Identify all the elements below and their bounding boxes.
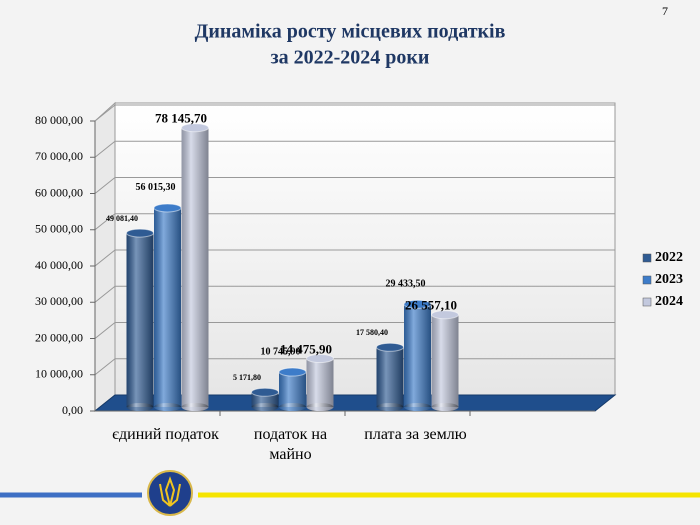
- bar-shade-base: [154, 403, 181, 411]
- bar-shade: [126, 233, 154, 407]
- bar-top: [431, 310, 459, 320]
- bar-shade-base: [251, 403, 279, 411]
- grid-line-side: [94, 322, 116, 339]
- legend-swatch: [642, 275, 652, 285]
- bar-top: [251, 387, 279, 397]
- bar-shade-base: [181, 403, 209, 411]
- legend-swatch: [642, 253, 652, 263]
- bar-shade-base: [431, 403, 459, 411]
- bar-shade: [181, 127, 209, 408]
- y-tick-label: 60 000,00: [35, 185, 83, 199]
- page-number: 7: [662, 4, 668, 18]
- legend-label: 2024: [655, 294, 683, 309]
- x-tick-label: податок на майно: [253, 426, 328, 463]
- y-tick-label: 20 000,00: [35, 330, 83, 344]
- grid-line-side: [94, 140, 116, 158]
- bar-top: [306, 354, 334, 364]
- data-label: 10 745,90: [261, 346, 301, 357]
- data-label: 49 081,40: [106, 214, 138, 223]
- bar-shade-base: [376, 403, 404, 411]
- x-tick-label: єдиний податок: [112, 426, 219, 443]
- legend-swatch: [642, 297, 652, 307]
- bar-top: [403, 299, 432, 309]
- y-tick-label: 30 000,00: [35, 294, 83, 308]
- data-label: 5 171,80: [233, 373, 261, 382]
- y-tick-label: 40 000,00: [35, 258, 83, 272]
- legend-label: 2022: [655, 250, 683, 265]
- grid-line-side: [94, 104, 116, 122]
- data-label: 14 475,90: [280, 342, 332, 357]
- data-label: 78 145,70: [155, 111, 207, 126]
- bar-top: [278, 367, 307, 377]
- y-tick-label: 80 000,00: [35, 113, 83, 127]
- bar-top: [376, 342, 404, 352]
- bar-shade: [431, 314, 459, 407]
- emblem-trident: [159, 476, 181, 507]
- y-tick-label: 50 000,00: [35, 222, 83, 236]
- data-label: 17 580,40: [356, 328, 388, 337]
- y-tick-label: 0,00: [62, 403, 83, 417]
- bar-shade-base: [306, 403, 334, 411]
- grid-line-side: [94, 177, 116, 194]
- bar-shade-base: [279, 403, 306, 411]
- data-label: 29 433,50: [386, 279, 426, 290]
- bar-shade: [154, 207, 181, 407]
- bar-shade: [306, 358, 334, 407]
- bar-shade: [404, 304, 431, 407]
- chart-title: Динаміка росту місцевих податків: [195, 21, 506, 43]
- chart-subtitle: за 2022-2024 роки: [271, 47, 430, 69]
- x-tick-label: плата за землю: [364, 426, 467, 443]
- bar-shade-base: [404, 403, 431, 411]
- y-tick-label: 10 000,00: [35, 367, 83, 381]
- grid-line-side: [94, 213, 116, 231]
- bar-top: [153, 203, 182, 213]
- emblem: [147, 470, 193, 516]
- bar-top: [126, 228, 154, 238]
- grid-line-side: [94, 285, 116, 303]
- bar-top: [181, 123, 209, 133]
- bar-shade: [376, 347, 404, 407]
- legend-label: 2023: [655, 272, 683, 287]
- bar-shade: [279, 372, 306, 407]
- bar-shade-base: [126, 403, 154, 411]
- y-tick-label: 70 000,00: [35, 149, 83, 163]
- grid-line-side: [94, 358, 116, 376]
- data-label: 56 015,30: [136, 182, 176, 193]
- data-label: 26 557,10: [405, 298, 457, 313]
- grid-line-side: [94, 249, 116, 267]
